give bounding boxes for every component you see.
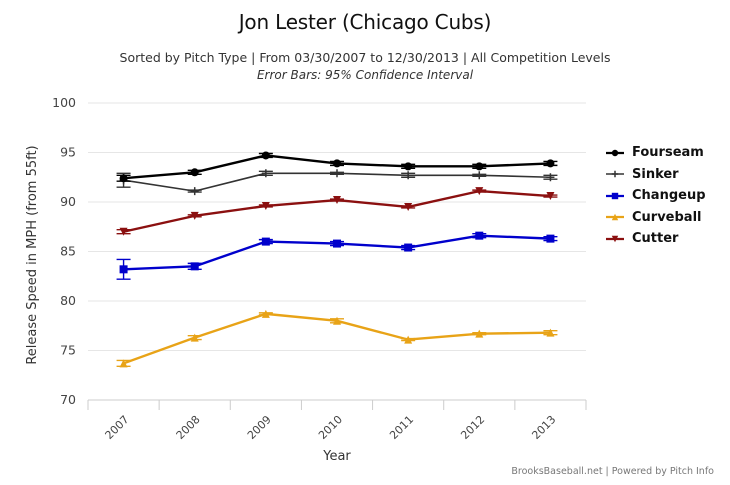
- legend-label: Changeup: [632, 188, 706, 204]
- y-tick-label: 100: [52, 95, 76, 110]
- y-tick-label: 75: [60, 343, 76, 358]
- data-point[interactable]: [261, 201, 270, 210]
- data-point[interactable]: [546, 159, 555, 168]
- data-point[interactable]: [333, 159, 341, 168]
- legend-symbol-icon: [606, 235, 624, 242]
- x-tick-label: 2012: [458, 413, 487, 442]
- legend-label: Cutter: [632, 231, 679, 247]
- legend-label: Fourseam: [632, 145, 704, 161]
- y-tick-label: 85: [60, 244, 76, 259]
- data-point[interactable]: [261, 151, 270, 160]
- data-point[interactable]: [546, 328, 555, 337]
- chart-title: Jon Lester (Chicago Cubs): [238, 10, 492, 34]
- data-point[interactable]: [119, 359, 128, 368]
- y-tick-label: 70: [60, 392, 76, 407]
- footer-credit: BrooksBaseball.net | Powered by Pitch In…: [511, 466, 714, 477]
- grid-lines: [88, 102, 586, 351]
- x-tick-label: 2008: [174, 413, 203, 442]
- x-tick-label: 2011: [387, 413, 416, 442]
- legend-item-curveball[interactable]: Curveball: [604, 207, 706, 229]
- y-tick-label: 90: [60, 194, 76, 209]
- series-curveball: [116, 309, 558, 368]
- data-point[interactable]: [119, 265, 128, 274]
- series-cutter: [116, 187, 558, 236]
- legend: Fourseam Sinker Changeup Curveball Cutter: [604, 142, 706, 250]
- series-fourseam: [116, 151, 558, 183]
- y-tick-label: 95: [60, 145, 76, 160]
- data-point[interactable]: [190, 168, 199, 177]
- chart-note: Error Bars: 95% Confidence Interval: [256, 68, 474, 82]
- legend-item-changeup[interactable]: Changeup: [604, 185, 706, 207]
- legend-item-fourseam[interactable]: Fourseam: [604, 142, 706, 164]
- data-point[interactable]: [190, 262, 199, 271]
- y-axis-ticks: 70 75 80 85 90 95 100: [52, 95, 76, 407]
- data-point[interactable]: [546, 192, 555, 201]
- data-point[interactable]: [333, 196, 341, 205]
- data-point[interactable]: [190, 211, 199, 220]
- y-axis-label: Release Speed in MPH (from 55ft): [25, 145, 40, 364]
- legend-symbol-icon: [606, 149, 624, 156]
- legend-item-cutter[interactable]: Cutter: [604, 228, 706, 250]
- legend-symbol-icon: [606, 192, 624, 199]
- data-point[interactable]: [119, 227, 128, 236]
- data-point[interactable]: [404, 202, 413, 211]
- legend-label: Curveball: [632, 209, 702, 225]
- series-group: [116, 151, 558, 368]
- data-point[interactable]: [333, 169, 341, 178]
- data-point[interactable]: [475, 187, 484, 196]
- x-axis: 2007 2008 2009 2010 2011 2012 2013: [87, 399, 587, 442]
- y-tick-label: 80: [60, 293, 76, 308]
- data-point[interactable]: [333, 316, 341, 325]
- data-point[interactable]: [546, 173, 555, 182]
- series-changeup: [116, 231, 558, 280]
- legend-label: Sinker: [632, 166, 679, 182]
- x-axis-label: Year: [322, 449, 351, 464]
- legend-item-sinker[interactable]: Sinker: [604, 164, 706, 186]
- data-point[interactable]: [404, 171, 413, 180]
- data-point[interactable]: [546, 234, 555, 243]
- data-point[interactable]: [119, 174, 128, 183]
- data-point[interactable]: [261, 169, 270, 178]
- data-point[interactable]: [404, 243, 413, 252]
- data-point[interactable]: [404, 162, 413, 171]
- data-point[interactable]: [190, 333, 199, 342]
- data-point[interactable]: [404, 335, 413, 344]
- data-point[interactable]: [261, 309, 270, 318]
- data-point[interactable]: [190, 187, 199, 196]
- data-point[interactable]: [261, 237, 270, 246]
- x-tick-label: 2010: [316, 413, 345, 442]
- data-point[interactable]: [475, 171, 484, 180]
- data-point[interactable]: [475, 231, 484, 240]
- data-point[interactable]: [475, 329, 484, 338]
- x-tick-label: 2007: [103, 413, 132, 442]
- chart-subtitle: Sorted by Pitch Type | From 03/30/2007 t…: [119, 50, 611, 65]
- legend-symbol-icon: [606, 214, 624, 221]
- legend-symbol-icon: [606, 171, 624, 178]
- x-tick-label: 2013: [529, 413, 558, 442]
- data-point[interactable]: [475, 162, 484, 171]
- x-tick-label: 2009: [245, 413, 274, 442]
- data-point[interactable]: [333, 239, 341, 248]
